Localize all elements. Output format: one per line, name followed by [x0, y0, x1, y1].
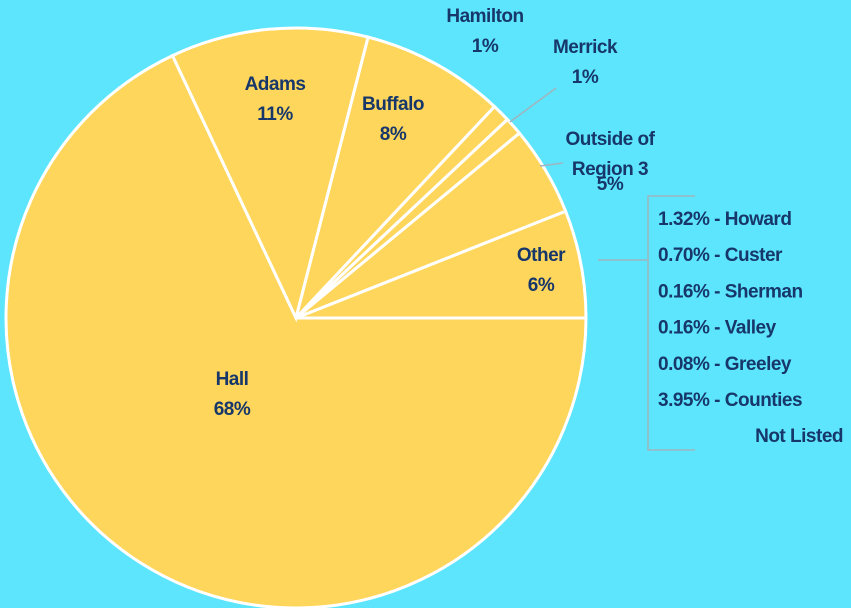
annotation: 3.95% - Counties [658, 390, 802, 411]
annotation: 0.16% - Sherman [658, 281, 803, 302]
value-label: 8% [380, 124, 407, 145]
slice-label: Other [517, 245, 566, 266]
slice-label: Merrick [553, 37, 618, 58]
value-label: 1% [472, 36, 499, 57]
leader-line [539, 162, 564, 167]
annotation: 1.32% - Howard [658, 209, 791, 230]
value-label: 11% [257, 104, 293, 125]
slice-label: Hall [216, 369, 249, 390]
pie-slice [4, 53, 588, 608]
pie-slice [294, 35, 497, 320]
value-label: 5% [597, 174, 624, 195]
bracket [647, 195, 695, 451]
slice-label: Outside of Region 3 [566, 129, 656, 180]
slice-label-line: Outside of [566, 129, 656, 150]
leader-line [509, 87, 557, 123]
annotation: 0.70% - Custer [658, 245, 783, 266]
value-label: 1% [572, 67, 599, 88]
pie-slice [170, 26, 370, 323]
slice-label: Adams [245, 74, 306, 95]
slice-label: Buffalo [362, 94, 424, 115]
pie [4, 26, 588, 608]
annotation: Not Listed [755, 426, 843, 447]
value-label: 68% [214, 399, 251, 420]
labels: Hall 68% Adams 11% Buffalo 8% Hamilton 1% Merric… [214, 6, 844, 447]
value-label: 6% [528, 275, 555, 296]
pie-slice [295, 209, 588, 320]
slice-label: Hamilton [446, 6, 523, 27]
slice-label-line: Region 3 [572, 159, 648, 180]
annotation: 0.16% - Valley [658, 318, 777, 339]
annotation: 0.08% - Greeley [658, 354, 792, 375]
